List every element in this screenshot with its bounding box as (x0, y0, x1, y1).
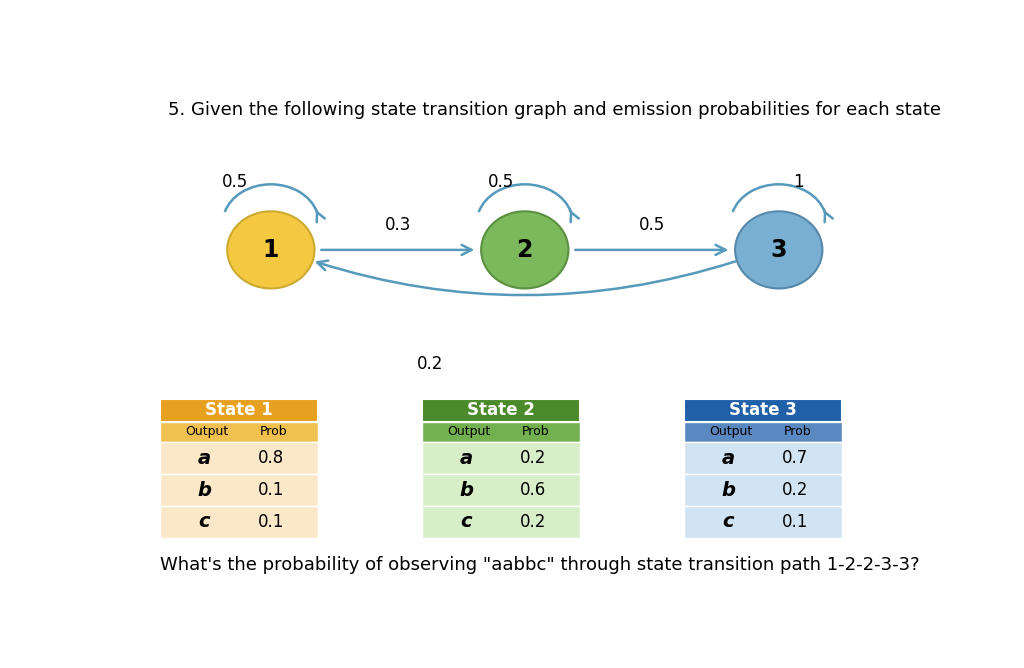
Bar (422, 399, 581, 422)
Text: c: c (199, 512, 210, 532)
Text: b: b (721, 480, 735, 500)
Text: Prob: Prob (260, 426, 288, 438)
Text: 0.2: 0.2 (519, 513, 546, 531)
Text: 0.1: 0.1 (258, 481, 284, 499)
Text: 1: 1 (263, 238, 279, 262)
Ellipse shape (481, 211, 568, 289)
Bar (684, 442, 842, 474)
Text: b: b (459, 480, 473, 500)
Text: a: a (198, 449, 211, 468)
Bar (422, 474, 581, 506)
Text: What's the probability of observing "aabbc" through state transition path 1-2-2-: What's the probability of observing "aab… (160, 556, 920, 574)
Text: Output: Output (185, 426, 229, 438)
Text: 5. Given the following state transition graph and emission probabilities for eac: 5. Given the following state transition … (168, 101, 941, 119)
Text: 0.1: 0.1 (781, 513, 808, 531)
Bar (422, 422, 581, 442)
Text: c: c (461, 512, 472, 532)
Text: State 3: State 3 (729, 401, 797, 420)
Text: State 2: State 2 (467, 401, 535, 420)
Ellipse shape (735, 211, 822, 289)
Text: Prob: Prob (784, 426, 812, 438)
Bar (160, 399, 318, 422)
Bar (160, 474, 318, 506)
Bar (160, 422, 318, 442)
Text: Output: Output (447, 426, 490, 438)
Text: 2: 2 (517, 238, 532, 262)
Text: b: b (198, 480, 211, 500)
Text: 0.3: 0.3 (385, 216, 411, 234)
Text: State 1: State 1 (205, 401, 273, 420)
Text: 0.2: 0.2 (781, 481, 808, 499)
Bar (684, 399, 842, 422)
Text: Prob: Prob (522, 426, 550, 438)
Text: 1: 1 (794, 173, 804, 191)
Text: 0.1: 0.1 (258, 513, 284, 531)
Ellipse shape (227, 211, 314, 289)
Text: a: a (721, 449, 734, 468)
Text: 0.8: 0.8 (258, 449, 284, 467)
Bar (684, 474, 842, 506)
FancyArrowPatch shape (317, 261, 735, 295)
Text: 0.6: 0.6 (519, 481, 546, 499)
Text: Output: Output (710, 426, 753, 438)
Bar (422, 506, 581, 538)
Text: 0.2: 0.2 (417, 355, 442, 373)
Bar (422, 442, 581, 474)
Text: 0.5: 0.5 (487, 173, 514, 191)
Bar (684, 422, 842, 442)
Text: 0.2: 0.2 (519, 449, 546, 467)
Text: a: a (460, 449, 473, 468)
Text: 0.7: 0.7 (781, 449, 808, 467)
Text: 3: 3 (770, 238, 787, 262)
Text: 0.5: 0.5 (639, 216, 665, 234)
Bar (684, 506, 842, 538)
Bar (160, 442, 318, 474)
Text: c: c (722, 512, 734, 532)
Bar (160, 506, 318, 538)
Text: 0.5: 0.5 (222, 173, 248, 191)
